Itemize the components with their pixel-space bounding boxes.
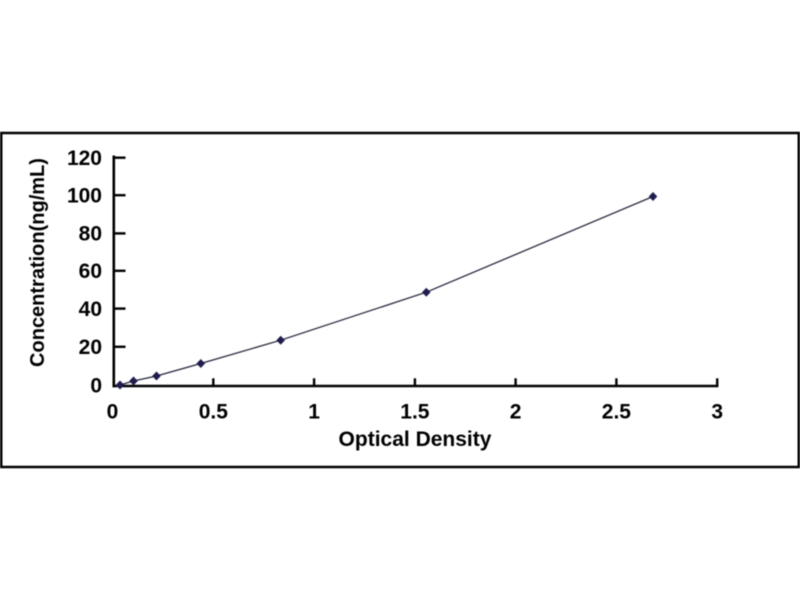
svg-text:0: 0 — [107, 401, 119, 424]
svg-text:120: 120 — [67, 147, 102, 170]
svg-text:3: 3 — [711, 401, 723, 424]
svg-text:2.5: 2.5 — [602, 401, 632, 424]
svg-text:0: 0 — [90, 374, 102, 397]
svg-text:1.5: 1.5 — [400, 401, 430, 424]
svg-text:Concentration(ng/mL): Concentration(ng/mL) — [27, 158, 49, 367]
svg-text:60: 60 — [79, 260, 102, 283]
svg-text:0.5: 0.5 — [199, 401, 229, 424]
svg-text:20: 20 — [79, 336, 102, 359]
svg-text:80: 80 — [79, 223, 102, 246]
svg-text:2: 2 — [510, 401, 522, 424]
svg-text:Optical Density: Optical Density — [339, 428, 492, 451]
svg-text:100: 100 — [67, 184, 102, 207]
svg-text:40: 40 — [79, 298, 102, 321]
svg-text:1: 1 — [308, 401, 320, 424]
